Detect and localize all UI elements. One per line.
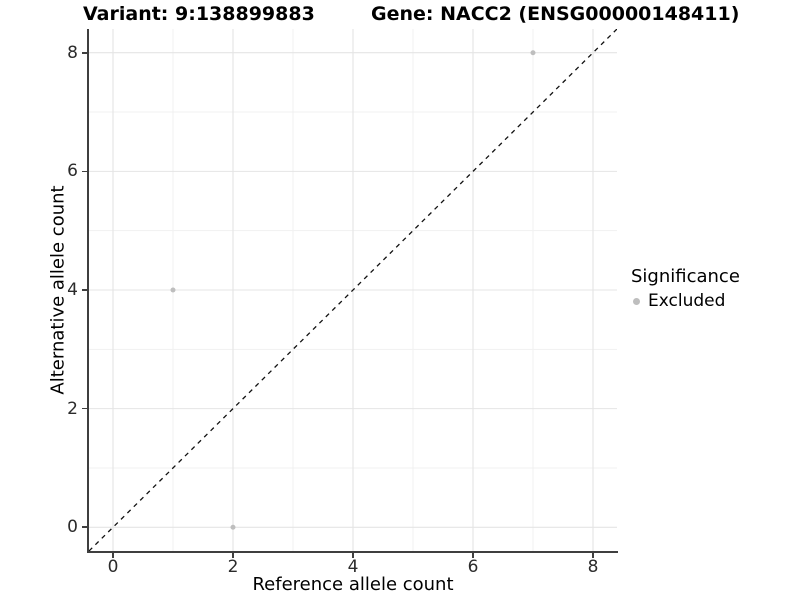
y-tick-mark: [82, 526, 87, 529]
y-tick-mark: [82, 289, 87, 291]
data-point: [230, 524, 236, 530]
y-tick-label: 0: [67, 517, 78, 538]
x-axis-title: Reference allele count: [252, 574, 454, 595]
data-point: [170, 287, 176, 293]
excluded-point-icon: [633, 297, 640, 305]
legend: Significance Excluded: [631, 266, 740, 311]
y-tick-label: 6: [67, 161, 78, 182]
y-tick-label: 2: [67, 398, 78, 419]
panel-canvas: [89, 29, 617, 551]
identity-line: [89, 29, 617, 551]
x-tick-mark: [352, 553, 354, 558]
legend-title: Significance: [631, 266, 740, 287]
legend-item-excluded: Excluded: [631, 291, 740, 311]
x-tick-label: 0: [107, 557, 119, 577]
y-tick-label: 4: [67, 280, 78, 300]
plot-title-variant: Variant: 9:138899883: [83, 3, 315, 25]
x-tick-mark: [592, 553, 594, 558]
x-axis-line: [87, 551, 618, 553]
y-tick-mark: [82, 170, 87, 173]
plot-panel: [89, 29, 617, 551]
x-tick-label: 8: [587, 557, 599, 577]
y-axis-line: [87, 29, 89, 553]
data-point: [530, 50, 536, 56]
x-tick-mark: [472, 553, 474, 558]
x-tick-mark: [232, 553, 234, 558]
y-tick-label: 8: [67, 42, 78, 63]
y-tick-mark: [82, 51, 87, 54]
y-tick-mark: [82, 407, 87, 410]
x-tick-label: 4: [347, 557, 359, 577]
y-axis-title: Alternative allele count: [47, 185, 69, 395]
x-tick-label: 6: [467, 557, 479, 577]
legend-item-label: Excluded: [648, 291, 726, 311]
x-tick-label: 2: [227, 557, 239, 577]
plot-title-gene: Gene: NACC2 (ENSG00000148411): [371, 3, 740, 25]
x-tick-mark: [112, 553, 114, 558]
